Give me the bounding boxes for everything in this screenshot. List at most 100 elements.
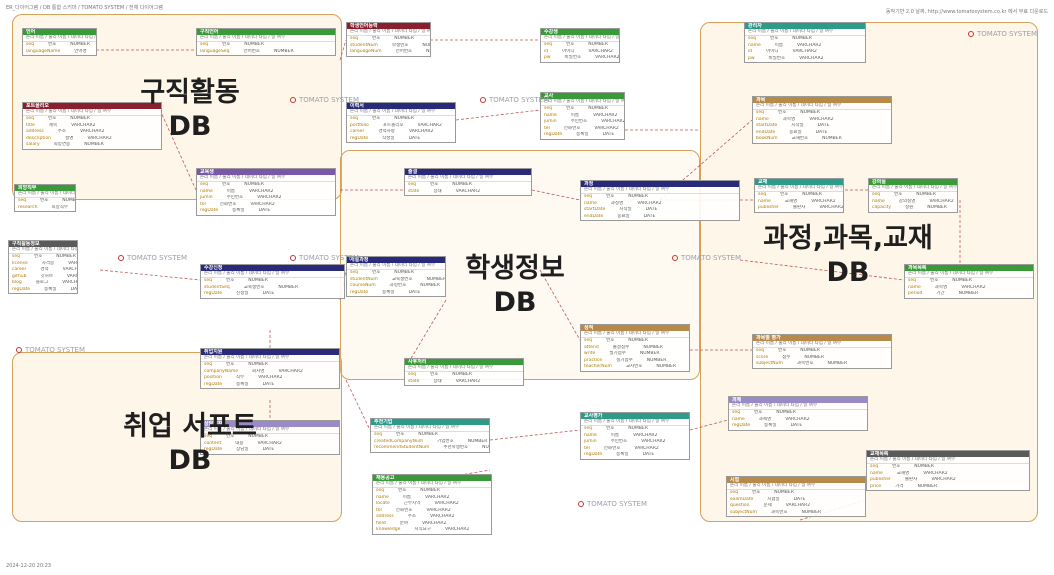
entity-row: seq 번호 NUMBER: [755, 192, 843, 199]
entity-table: 개설과정 논리 이름 / 물리 이름 / 데이터 타입 / 널 여부 seq 번호 NU…: [346, 256, 446, 297]
entity-row: seq 번호 NUMBER: [581, 426, 689, 433]
column-logical-name: 상태: [433, 188, 442, 194]
logo-circle-icon: [968, 31, 974, 37]
column-logical-name: 이름: [774, 42, 784, 48]
watermark-text: TOMATO SYSTEM: [127, 254, 187, 262]
entity-row: languageNum 언어번호 NUMBER: [347, 49, 430, 56]
column-logical-name: 블로그: [35, 280, 49, 285]
entity-table: 과목목록 논리 이름 / 물리 이름 / 데이터 타입 / 널 여부 seq 번호 NU…: [904, 264, 1034, 299]
column-logical-name: 전화번호: [603, 445, 621, 451]
column-physical-name: publisher: [758, 205, 779, 210]
entity-row: startDate 시작일 DATE: [753, 123, 891, 130]
entity-title: 강의실: [869, 179, 957, 185]
column-physical-name: seq: [748, 36, 756, 41]
column-logical-name: 번호: [893, 192, 903, 197]
column-logical-name: 필기점수: [609, 351, 626, 356]
column-physical-name: license: [12, 260, 28, 266]
column-physical-name: languageName: [26, 48, 61, 54]
column-logical-name: 문제: [763, 503, 772, 508]
entity-column-header: 논리 이름 / 물리 이름 / 데이터 타입 / 널 여부: [23, 109, 161, 116]
column-type: NUMBER: [467, 438, 488, 444]
column-physical-name: seq: [12, 254, 20, 259]
column-type: VARCHAR2: [68, 260, 77, 266]
column-logical-name: 번호: [769, 36, 779, 41]
entity-column-header: 논리 이름 / 물리 이름 / 데이터 타입 / 널 여부: [905, 271, 1033, 278]
column-physical-name: tel: [200, 201, 206, 207]
column-physical-name: studentNum: [350, 42, 378, 48]
column-type: VARCHAR2: [634, 445, 659, 451]
column-logical-name: 지식요구: [414, 527, 431, 532]
column-logical-name: 종료일: [617, 213, 630, 219]
entity-row: studentNum 교육생번호 NUMBER: [347, 277, 445, 284]
entity-row: state 상태 VARCHAR2: [405, 379, 523, 386]
column-logical-name: 시작일: [791, 123, 804, 128]
entity-row: pw 비밀번호 VARCHAR2: [745, 56, 865, 63]
column-logical-name: 번호: [371, 36, 381, 41]
column-logical-name: 내용: [235, 440, 244, 446]
column-physical-name: score: [756, 354, 769, 360]
entity-title: 구직활동정보: [9, 241, 77, 247]
entity-title: 희망직무: [15, 185, 75, 191]
column-type: VARCHAR2: [792, 49, 817, 54]
column-logical-name: 번호: [751, 490, 761, 495]
column-logical-name: 번호: [753, 410, 763, 415]
entity-column-header: 논리 이름 / 물리 이름 / 데이터 타입 / 널 여부: [15, 191, 75, 198]
header-note: 동작기반 2.0 날짜, http://www.tomatosystem.co.…: [885, 9, 1048, 15]
column-physical-name: endDate: [584, 213, 604, 219]
entity-title: 관리자: [745, 23, 865, 29]
column-type: VARCHAR2: [799, 55, 824, 61]
column-physical-name: name: [376, 494, 389, 500]
entity-row: seq 번호 NUMBER: [371, 432, 489, 439]
column-physical-name: subjectNum: [756, 361, 783, 366]
column-physical-name: seq: [756, 110, 764, 115]
column-physical-name: address: [26, 129, 44, 134]
column-logical-name: 전화번호: [563, 125, 581, 131]
column-physical-name: pw: [544, 55, 551, 60]
column-physical-name: seq: [374, 432, 382, 437]
watermark-8: TOMATO SYSTEM: [118, 254, 187, 262]
entity-title: 사후처리: [405, 359, 523, 365]
column-type: NUMBER: [588, 42, 608, 47]
column-physical-name: seq: [26, 116, 34, 121]
column-logical-name: 전화번호: [219, 201, 237, 207]
column-physical-name: seq: [756, 348, 764, 353]
column-physical-name: seq: [18, 198, 26, 203]
column-logical-name: 경력: [40, 267, 49, 272]
column-physical-name: studentSeq: [204, 284, 230, 290]
column-physical-name: career: [350, 129, 365, 134]
column-logical-name: 희망직무: [51, 204, 69, 210]
column-physical-name: name: [758, 198, 771, 204]
column-logical-name: 출결점수: [612, 344, 630, 350]
entity-row: address 주소 VARCHAR2: [23, 129, 161, 136]
entity-row: name 강의실명 VARCHAR2: [869, 199, 957, 206]
logo-circle-icon: [578, 501, 584, 507]
entity-row: name 과정명 VARCHAR2: [581, 201, 739, 208]
column-type: NUMBER: [588, 106, 608, 111]
column-physical-name: createdCompanyNum: [374, 438, 424, 444]
column-type: VARCHAR2: [785, 503, 811, 508]
column-type: NUMBER: [394, 270, 414, 275]
column-physical-name: tel: [376, 507, 382, 513]
entity-table: 과제 논리 이름 / 물리 이름 / 데이터 타입 / 널 여부 seq 번호 NUMB…: [728, 396, 868, 431]
logo-circle-icon: [480, 97, 486, 103]
column-type: VARCHAR2: [62, 280, 77, 285]
entity-title: 교사: [541, 93, 624, 99]
column-logical-name: 이름: [402, 494, 412, 500]
column-physical-name: description: [26, 135, 52, 141]
column-logical-name: 작성일: [382, 135, 395, 141]
entity-row: seq 번호 NUMBER: [405, 372, 523, 379]
entity-row: regDate 작성일 DATE: [347, 136, 455, 143]
entity-title: 과정: [581, 181, 739, 187]
entity-row: studentSeq 교육생번호 NUMBER: [201, 285, 344, 292]
entity-table: 과목 논리 이름 / 물리 이름 / 데이터 타입 / 널 여부 seq 번호 NUMB…: [752, 96, 892, 144]
column-physical-name: regDate: [12, 286, 31, 292]
column-logical-name: 종료일: [789, 129, 802, 135]
entity-title: 언어: [23, 29, 96, 35]
column-type: NUMBER: [643, 344, 663, 350]
column-physical-name: seq: [758, 192, 766, 197]
column-logical-name: 아이디: [766, 49, 779, 54]
column-logical-name: 번호: [39, 198, 49, 203]
column-physical-name: seq: [584, 338, 592, 343]
column-physical-name: seq: [544, 42, 552, 47]
column-type: VARCHAR2: [434, 501, 459, 506]
